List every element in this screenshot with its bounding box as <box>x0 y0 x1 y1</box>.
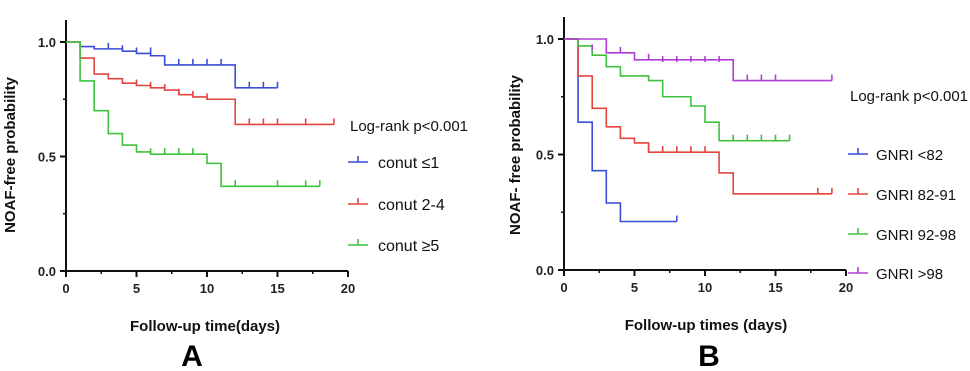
panel-a-y-tick-label: 0.0 <box>38 264 56 279</box>
panel-b-letter: B <box>698 340 720 371</box>
panel-a-x-tick-label: 15 <box>270 281 284 296</box>
panel-b-legend-label-2: GNRI 82-91 <box>876 187 956 204</box>
panel-a-y-axis-title: NOAF-free probability <box>2 76 19 233</box>
panel-b-legend-label-3: GNRI 92-98 <box>876 227 956 244</box>
panel-a-y-tick-label: 0.5 <box>38 150 56 165</box>
panel-b-legend-label-1: GNRI <82 <box>876 147 943 164</box>
panel-a-x-tick-label: 10 <box>200 281 214 296</box>
panel-a-letter: A <box>181 340 203 371</box>
panel-b-y-tick-label: 1.0 <box>536 32 554 47</box>
panel-a-y-tick-label: 1.0 <box>38 35 56 50</box>
panel-b-chart: NOAF- free probability Follow-up times (… <box>507 17 968 371</box>
panel-b-x-tick-label: 20 <box>839 280 853 295</box>
panel-a-x-tick-label: 20 <box>341 281 355 296</box>
panel-a-legend-label-3: conut ≥5 <box>378 238 439 255</box>
panel-b-series-line-1 <box>564 38 677 223</box>
panel-a-series-line-1 <box>66 41 278 89</box>
panel-a-logrank-annotation: Log-rank p<0.001 <box>350 118 468 135</box>
panel-b-x-tick-label: 15 <box>768 280 782 295</box>
panel-a-series-line-3 <box>66 41 320 188</box>
panel-a-x-axis-title: Follow-up time(days) <box>130 318 280 335</box>
panel-b-series-line-4 <box>564 38 832 82</box>
panel-b-series-line-3 <box>564 38 790 142</box>
panel-b-x-axis-title: Follow-up times (days) <box>625 317 788 334</box>
panel-b-x-tick-label: 0 <box>560 280 567 295</box>
panel-a-legend-label-2: conut 2-4 <box>378 197 445 214</box>
panel-b-y-tick-label: 0.0 <box>536 263 554 278</box>
panel-b-y-tick-label: 0.5 <box>536 148 554 163</box>
panel-b-logrank-annotation: Log-rank p<0.001 <box>850 88 968 105</box>
panel-b-legend-label-4: GNRI >98 <box>876 266 943 283</box>
panel-b-series-line-2 <box>564 38 832 195</box>
panel-b-x-tick-label: 10 <box>698 280 712 295</box>
panel-a-legend-label-1: conut ≤1 <box>378 155 439 172</box>
panel-a-series-line-2 <box>66 41 334 126</box>
panel-a-x-tick-label: 5 <box>133 281 140 296</box>
panel-b-y-axis-title: NOAF- free probability <box>507 74 524 235</box>
panel-a-x-tick-label: 0 <box>62 281 69 296</box>
panel-b-x-tick-label: 5 <box>631 280 638 295</box>
panel-a-chart: NOAF-free probability Follow-up time(day… <box>2 20 468 371</box>
